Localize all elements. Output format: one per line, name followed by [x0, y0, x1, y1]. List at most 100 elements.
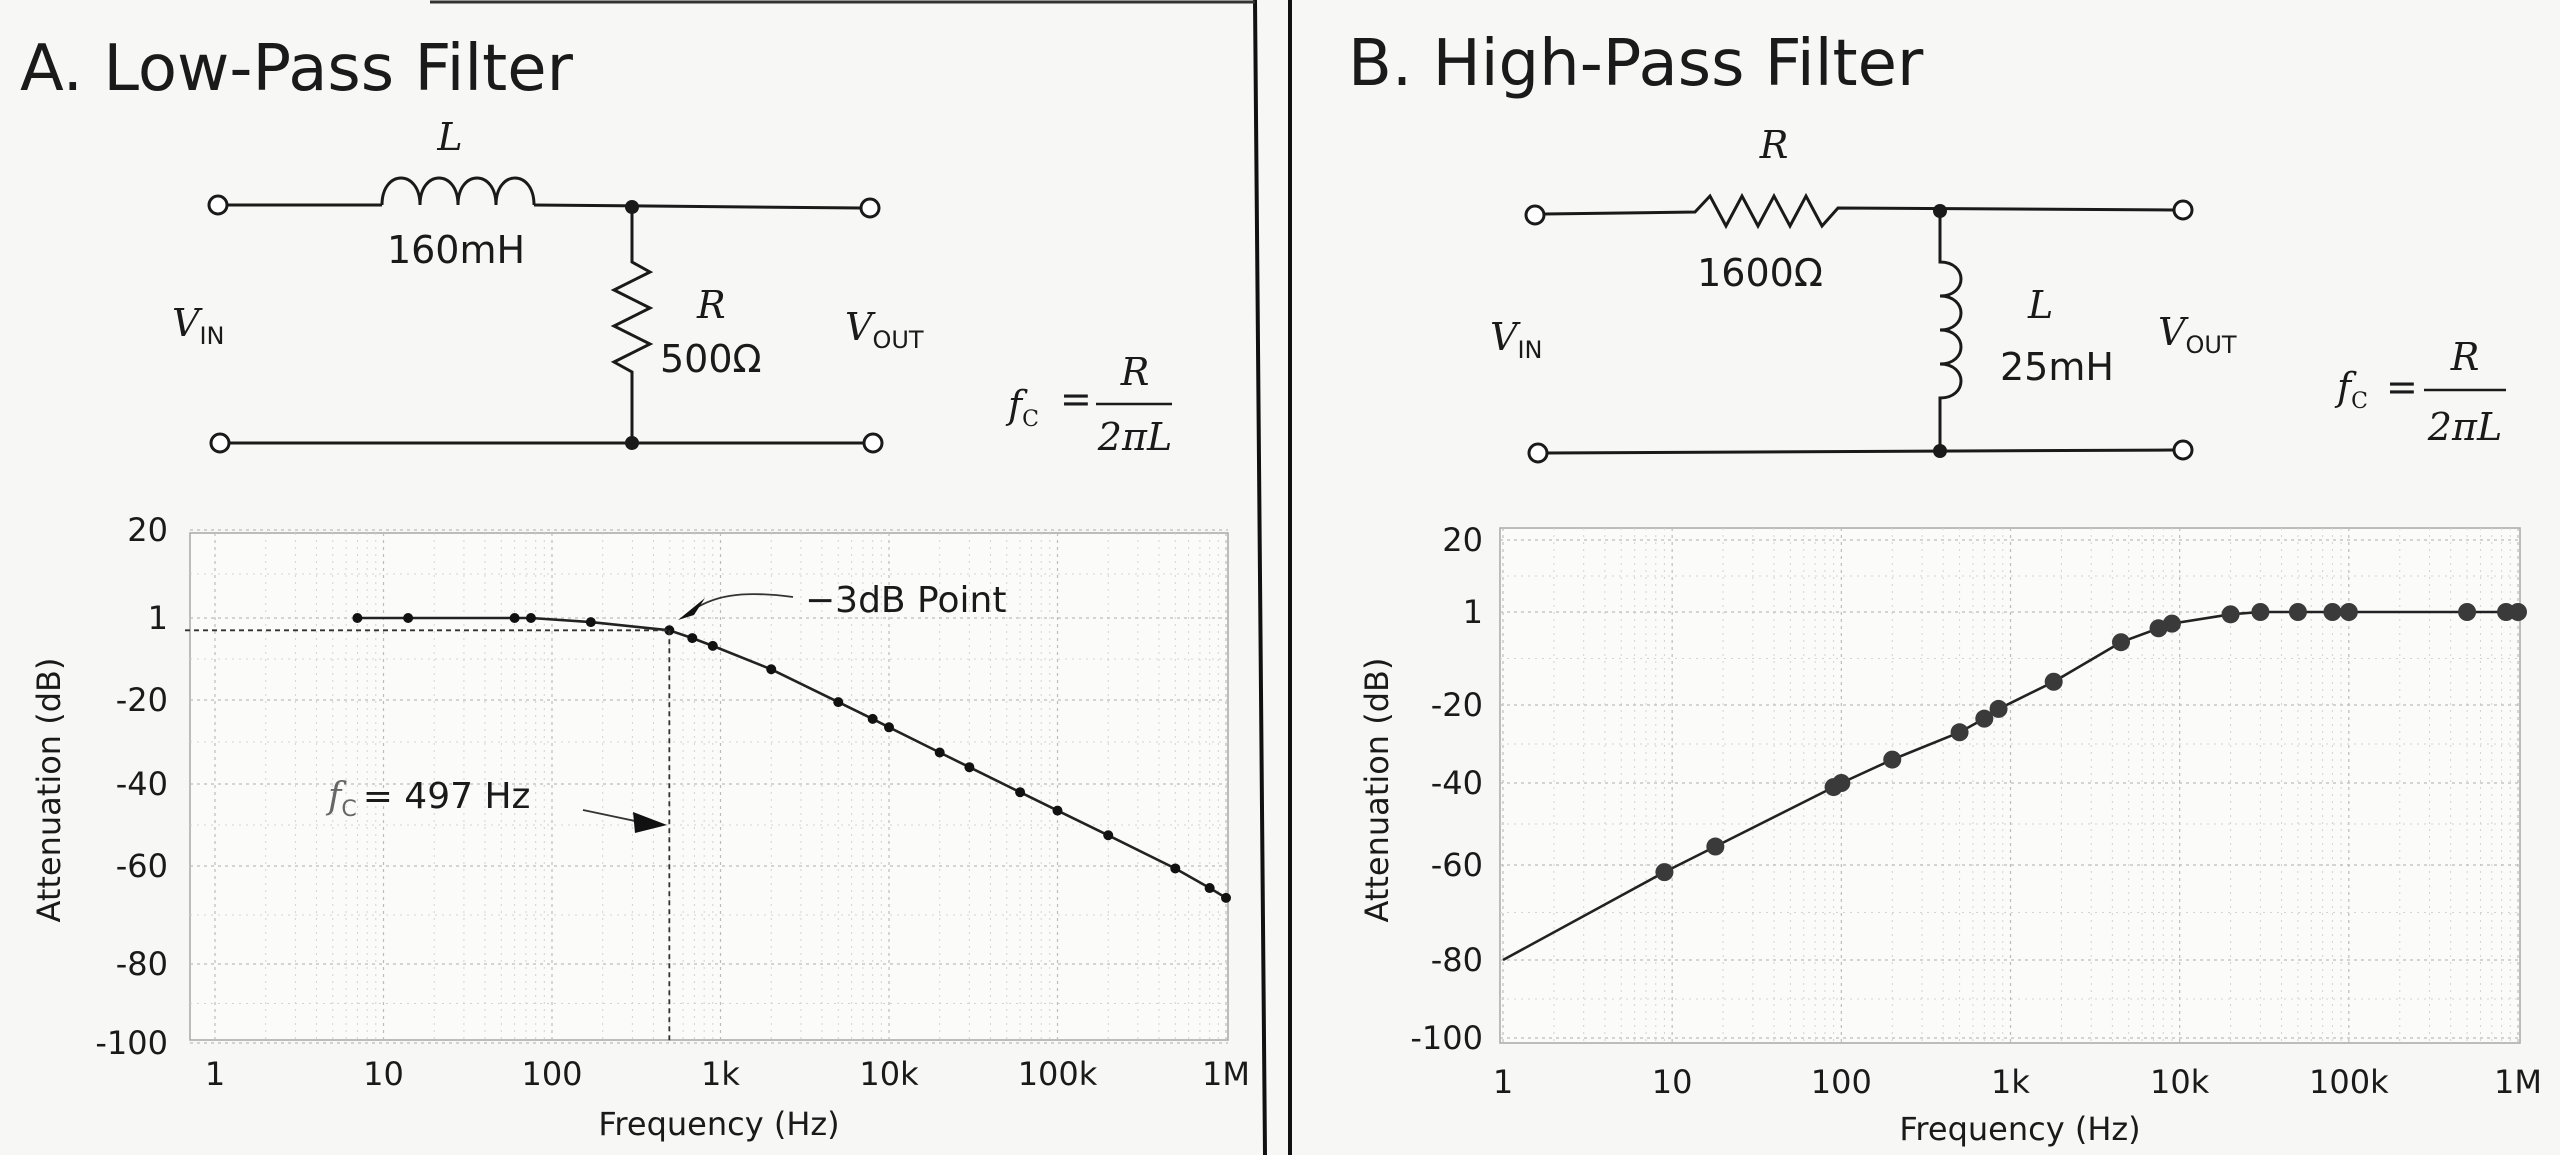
vin-label: VIN — [1490, 315, 1542, 364]
y-tick-label: -40 — [116, 765, 168, 803]
y-tick-label: -60 — [116, 847, 168, 885]
data-point — [1989, 699, 2008, 718]
formula-lhs: fC — [1005, 383, 1039, 432]
vout-bottom-terminal — [862, 432, 884, 454]
x-tick-label: 100 — [521, 1055, 582, 1093]
vout-top-terminal — [2172, 199, 2194, 221]
y-tick-label: 20 — [127, 511, 168, 549]
high-pass-plot: 1 10 100 1k 10k 100k 1M 20 1 -20 -40 -60 -80 -100 Freq… — [1358, 521, 2542, 1148]
x-tick-label: 1k — [1991, 1063, 2030, 1101]
data-point — [1221, 892, 1231, 903]
formula-num: R — [2450, 335, 2480, 379]
resistor-symbol: R — [696, 283, 726, 327]
y-tick-label: -20 — [116, 681, 168, 719]
data-point — [766, 664, 777, 675]
y-tick-label: -80 — [1431, 941, 1483, 979]
x-axis-label: Frequency (Hz) — [1899, 1110, 2140, 1148]
data-point — [509, 613, 520, 623]
x-tick-label: 10 — [363, 1055, 404, 1093]
data-point — [2112, 633, 2131, 652]
data-point — [2288, 603, 2307, 621]
formula-eq: = — [2386, 365, 2418, 409]
x-tick-label: 100k — [1018, 1055, 1098, 1093]
minus3db-label: −3dB Point — [805, 580, 1006, 621]
formula-lhs: fC — [2334, 365, 2368, 414]
vin-label: VIN — [172, 301, 224, 350]
data-point — [2509, 603, 2527, 621]
panel-low-pass: A. Low-Pass Filter L 160mH R 500Ω VIN VO… — [20, 32, 1250, 1143]
data-point — [352, 613, 363, 623]
data-point — [1706, 837, 1725, 856]
vout-top-terminal — [859, 197, 881, 219]
y-tick-label: -60 — [1431, 846, 1483, 884]
x-tick-label: 10k — [2150, 1063, 2210, 1101]
data-point — [1883, 750, 1902, 769]
data-point — [525, 613, 536, 623]
low-pass-circuit: L 160mH R 500Ω VIN VOUT fC = R 2πL — [172, 115, 1172, 459]
x-tick-label: 10k — [859, 1055, 919, 1093]
node-bottom — [625, 436, 639, 450]
vin-top-terminal — [1524, 204, 1546, 226]
data-point — [1655, 863, 1674, 882]
data-point — [2044, 672, 2063, 691]
data-point — [934, 747, 945, 758]
resistor-value: 1600Ω — [1697, 251, 1823, 295]
minus3db-arrow-icon — [678, 598, 705, 620]
data-point — [833, 697, 844, 708]
x-tick-label: 100 — [1811, 1063, 1872, 1101]
data-point — [1103, 830, 1114, 841]
formula-den: 2πL — [1097, 415, 1172, 459]
vin-bottom-terminal — [1527, 442, 1549, 464]
data-point — [1832, 774, 1851, 792]
x-tick-label: 10 — [1652, 1063, 1693, 1101]
data-point — [2162, 614, 2181, 633]
x-tick-label: 1k — [701, 1055, 740, 1093]
data-point — [1052, 805, 1063, 816]
vout-label: VOUT — [845, 305, 924, 354]
inductor-coil — [380, 176, 536, 206]
panel-divider-left — [1253, 0, 1267, 1155]
high-pass-circuit: R 1600Ω L 25mH VIN VOUT fC = R 2πL — [1490, 123, 2506, 464]
vin-bottom-terminal — [209, 432, 231, 454]
y-axis-label: Attenuation (dB) — [1358, 658, 1396, 923]
formula-den: 2πL — [2427, 405, 2502, 449]
panel-b-title: B. High-Pass Filter — [1348, 27, 1924, 101]
x-tick-label: 1M — [1202, 1055, 1250, 1093]
y-tick-label: 1 — [1463, 593, 1483, 631]
formula-eq: = — [1060, 377, 1092, 421]
x-tick-label: 1M — [2494, 1063, 2542, 1101]
x-tick-label: 1 — [1493, 1063, 1513, 1101]
fc-label: fC = 497 Hz — [325, 776, 530, 822]
node-top — [625, 200, 639, 214]
data-point — [2221, 605, 2240, 624]
formula-num: R — [1120, 350, 1150, 394]
resistor-symbol: R — [1759, 123, 1789, 167]
wire-bottom — [1546, 448, 2175, 455]
y-tick-label: 1 — [148, 599, 168, 637]
data-point — [1015, 787, 1026, 798]
vin-top-terminal — [207, 194, 229, 216]
data-point — [1950, 723, 1969, 742]
vout-label: VOUT — [2158, 310, 2237, 359]
data-point — [2251, 603, 2270, 621]
y-axis-label: Attenuation (dB) — [30, 658, 68, 923]
data-point — [707, 640, 718, 651]
resistor-series — [1543, 192, 2175, 230]
y-tick-label: -100 — [95, 1024, 168, 1062]
fc-arrow-icon — [633, 812, 667, 833]
data-point — [2339, 603, 2358, 621]
wire-out-top — [533, 203, 862, 210]
x-tick-label: 100k — [2309, 1063, 2389, 1101]
node-bottom — [1933, 444, 1947, 458]
data-point — [964, 762, 975, 773]
x-tick-label: 1 — [205, 1055, 225, 1093]
panel-a-title: A. Low-Pass Filter — [20, 32, 574, 106]
inductor-value: 160mH — [387, 228, 525, 272]
inductor-symbol: L — [2027, 283, 2053, 327]
data-point — [1170, 863, 1181, 874]
inductor-symbol: L — [436, 115, 462, 159]
y-tick-label: 20 — [1442, 521, 1483, 559]
resistor-value: 500Ω — [660, 337, 762, 381]
